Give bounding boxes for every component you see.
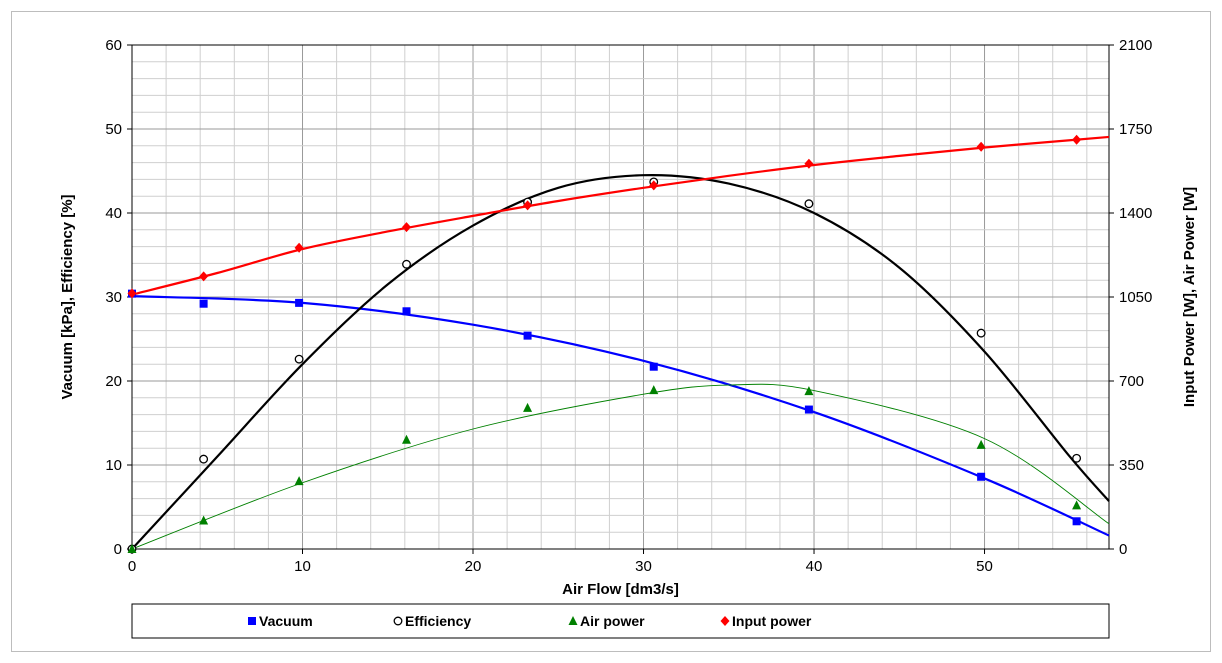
y-right-tick-label: 1750 — [1119, 121, 1152, 138]
x-tick-label: 10 — [294, 558, 311, 575]
efficiency-point — [976, 328, 986, 338]
input-power-point — [804, 158, 814, 169]
vacuum-point — [402, 307, 411, 316]
efficiency-point — [199, 454, 209, 464]
air-power-point — [649, 385, 659, 395]
x-tick-label: 20 — [465, 558, 482, 575]
y-axis-right-title: Input Power [W], Air Power [W] — [1181, 187, 1198, 407]
input-power-point — [294, 242, 304, 253]
air-power-point — [294, 476, 304, 486]
air-power-trend-line — [131, 383, 1110, 550]
legend-marker-input-power — [720, 616, 730, 626]
input-power-point — [649, 180, 659, 191]
input-power-point — [402, 222, 412, 233]
chart-frame: 0 10 20 30 40 50 0 10 20 30 40 50 60 0 350 700 1050 1400 1… — [11, 11, 1211, 652]
air-power-point — [976, 439, 986, 449]
vacuum-point — [649, 362, 658, 371]
x-tick-label: 0 — [128, 558, 136, 575]
air-power-point — [804, 386, 814, 396]
y-right-tick-label: 2100 — [1119, 37, 1152, 54]
x-tick-label: 30 — [635, 558, 652, 575]
y-right-tick-label: 1400 — [1119, 205, 1152, 222]
y-left-tick-label: 60 — [105, 37, 122, 54]
legend-marker-efficiency — [393, 616, 403, 626]
legend-label-air-power: Air power — [580, 613, 645, 629]
air-power-point — [127, 544, 137, 553]
y-left-tick-label: 0 — [114, 541, 122, 558]
data-markers — [127, 134, 1082, 554]
input-power-point — [1072, 134, 1082, 145]
input-power-point — [199, 271, 209, 282]
y-left-tick-label: 20 — [105, 373, 122, 390]
x-tick-label: 50 — [976, 558, 993, 575]
vacuum-point — [1072, 517, 1081, 526]
legend: Vacuum Efficiency Air power Input power — [131, 603, 1110, 639]
y-axis-left-title: Vacuum [kPa], Efficiency [%] — [59, 194, 76, 399]
vacuum-point — [295, 298, 304, 307]
vacuum-point — [199, 299, 208, 308]
legend-label-efficiency: Efficiency — [405, 613, 471, 629]
y-right-tick-label: 0 — [1119, 541, 1127, 558]
legend-label-input-power: Input power — [732, 613, 812, 629]
legend-box — [131, 603, 1110, 639]
y-left-tick-label: 10 — [105, 457, 122, 474]
y-right-tick-label: 350 — [1119, 457, 1144, 474]
tick-labels: 0 10 20 30 40 50 0 10 20 30 40 50 60 0 350 700 1050 1400 1… — [105, 37, 1152, 575]
y-right-tick-label: 1050 — [1119, 289, 1152, 306]
efficiency-point — [1072, 453, 1082, 463]
y-right-tick-label: 700 — [1119, 373, 1144, 390]
vacuum-point — [804, 405, 813, 414]
vacuum-point — [977, 472, 986, 481]
air-power-point — [1072, 500, 1082, 510]
input-power-point — [523, 200, 533, 211]
legend-marker-air-power — [568, 616, 578, 625]
y-left-tick-label: 50 — [105, 121, 122, 138]
y-left-tick-label: 40 — [105, 205, 122, 222]
air-power-point — [199, 515, 209, 525]
legend-label-vacuum: Vacuum — [259, 613, 313, 629]
efficiency-trend-line — [131, 173, 1110, 550]
chart-canvas: 0 10 20 30 40 50 0 10 20 30 40 50 60 0 350 700 1050 1400 1… — [59, 37, 1198, 639]
efficiency-point — [402, 259, 411, 269]
x-tick-label: 40 — [806, 558, 823, 575]
efficiency-point — [294, 354, 304, 364]
efficiency-point — [804, 199, 814, 209]
air-power-point — [523, 402, 533, 412]
legend-marker-vacuum — [248, 617, 256, 625]
air-power-point — [402, 434, 412, 444]
vacuum-point — [523, 331, 532, 340]
input-power-point — [127, 288, 137, 299]
grid-lines — [132, 45, 1109, 549]
x-axis-title: Air Flow [dm3/s] — [562, 581, 679, 598]
y-left-tick-label: 30 — [105, 289, 122, 306]
input-power-point — [976, 141, 986, 152]
